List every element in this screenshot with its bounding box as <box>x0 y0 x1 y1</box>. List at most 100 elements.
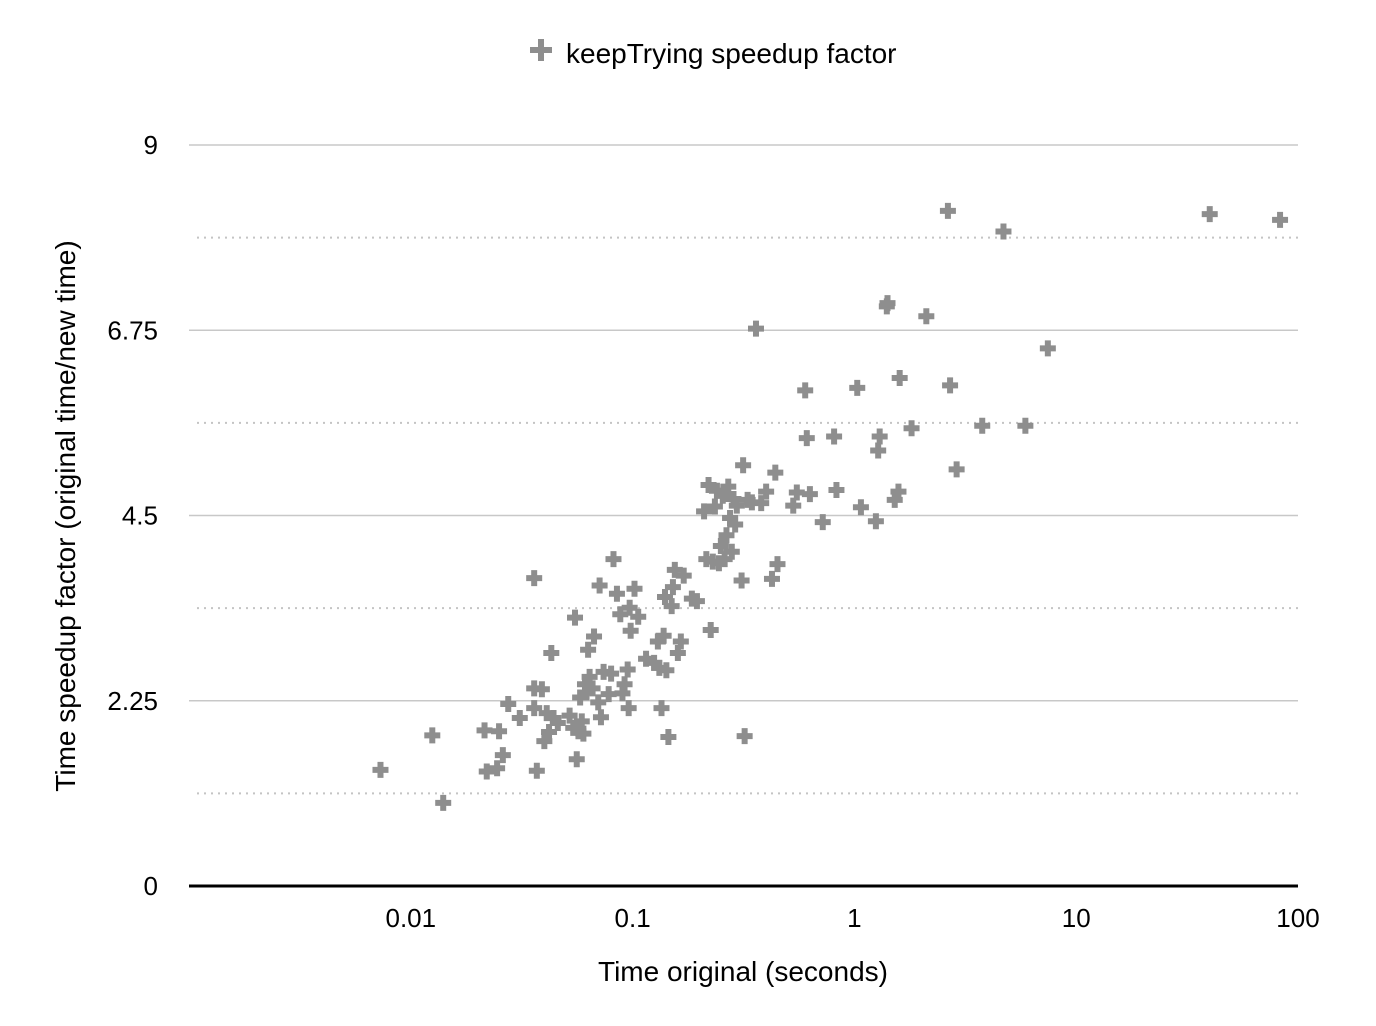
data-point <box>489 760 506 777</box>
data-point <box>712 537 729 554</box>
data-point <box>867 513 884 530</box>
data-point <box>581 668 598 685</box>
data-point <box>763 570 780 587</box>
data-point <box>735 457 752 474</box>
data-point <box>725 491 742 508</box>
data-point <box>747 320 764 337</box>
data-point <box>603 665 620 682</box>
x-tick-label: 10 <box>1062 903 1091 933</box>
data-point <box>614 685 631 702</box>
data-point <box>918 308 935 325</box>
data-point <box>608 585 625 602</box>
data-point <box>541 724 558 741</box>
data-point <box>852 499 869 516</box>
data-point <box>538 705 555 722</box>
data-point <box>727 516 744 533</box>
data-point <box>718 527 735 544</box>
data-point <box>879 295 896 312</box>
y-tick-label: 9 <box>144 130 158 160</box>
data-point <box>903 420 920 437</box>
data-point <box>696 503 713 520</box>
data-point <box>675 567 692 584</box>
data-point <box>797 382 814 399</box>
data-point <box>491 723 508 740</box>
data-points <box>372 202 1289 811</box>
data-point <box>616 676 633 693</box>
data-point <box>886 491 903 508</box>
data-point <box>871 428 888 445</box>
gridlines <box>189 144 1298 795</box>
data-point <box>788 484 805 501</box>
data-point <box>660 728 677 745</box>
data-point <box>619 661 636 678</box>
data-point <box>536 733 553 750</box>
data-point <box>620 700 637 717</box>
data-point <box>568 751 585 768</box>
y-axis-title: Time speedup factor (original time/new t… <box>50 240 81 791</box>
data-point <box>826 428 843 445</box>
data-point <box>494 747 511 764</box>
y-axis-tick-labels: 0 2.25 4.5 6.75 9 <box>107 130 158 901</box>
data-point <box>1201 206 1218 223</box>
data-point <box>939 202 956 219</box>
data-point <box>785 497 802 514</box>
data-point <box>500 696 517 713</box>
data-point <box>646 654 663 671</box>
legend-marker-keeptrying <box>530 39 552 61</box>
data-point <box>733 572 750 589</box>
data-point <box>543 644 560 661</box>
data-point <box>702 621 719 638</box>
data-point <box>948 461 965 478</box>
data-point <box>584 680 601 697</box>
y-tick-label: 4.5 <box>122 501 158 531</box>
data-point <box>600 686 617 703</box>
data-point <box>1272 211 1289 228</box>
data-point <box>1039 340 1056 357</box>
data-point <box>753 495 770 512</box>
data-point <box>663 598 680 615</box>
data-point <box>720 478 737 495</box>
data-point <box>870 442 887 459</box>
data-point <box>722 509 739 526</box>
x-tick-label: 100 <box>1276 903 1319 933</box>
data-point <box>622 622 639 639</box>
data-point <box>605 551 622 568</box>
data-point <box>666 561 683 578</box>
data-point <box>573 713 590 730</box>
data-point <box>758 483 775 500</box>
legend-label-keeptrying: keepTrying speedup factor <box>566 38 897 69</box>
data-point <box>710 555 727 572</box>
data-point <box>736 728 753 745</box>
data-point <box>612 606 629 623</box>
data-point <box>621 599 638 616</box>
data-point <box>575 725 592 742</box>
y-tick-label: 0 <box>144 871 158 901</box>
data-point <box>578 684 595 701</box>
data-point <box>974 417 991 434</box>
data-point <box>592 709 609 726</box>
data-point <box>561 707 578 724</box>
data-point <box>1017 417 1034 434</box>
data-point <box>526 700 543 717</box>
legend: keepTrying speedup factor <box>530 38 897 69</box>
data-point <box>655 627 672 644</box>
data-point <box>424 727 441 744</box>
y-tick-label: 6.75 <box>107 315 158 345</box>
data-point <box>828 481 845 498</box>
data-point <box>891 370 908 387</box>
data-point <box>728 497 745 514</box>
data-point <box>572 689 589 706</box>
data-point <box>630 608 647 625</box>
data-point <box>672 633 689 650</box>
data-point <box>590 694 607 711</box>
data-point <box>688 593 705 610</box>
data-point <box>526 570 543 587</box>
data-point <box>478 763 495 780</box>
data-point <box>580 641 597 658</box>
data-point <box>372 761 389 778</box>
data-point <box>528 762 545 779</box>
data-point <box>798 430 815 447</box>
data-point <box>511 710 528 727</box>
data-point <box>814 514 831 531</box>
